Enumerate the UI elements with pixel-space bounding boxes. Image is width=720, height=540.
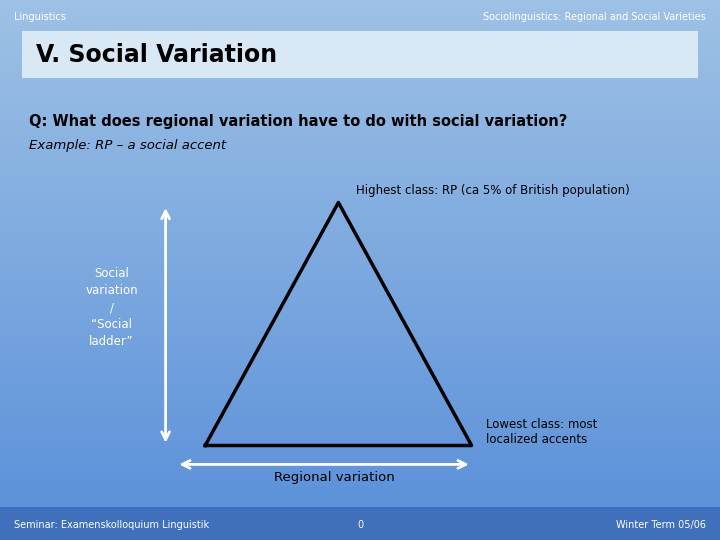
Text: Seminar: Examenskolloquium Linguistik: Seminar: Examenskolloquium Linguistik (14, 520, 210, 530)
Text: Social
variation
/
“Social
ladder”: Social variation / “Social ladder” (85, 267, 138, 348)
Text: Lowest class: most
localized accents: Lowest class: most localized accents (486, 418, 598, 446)
Text: Highest class: RP (ca 5% of British population): Highest class: RP (ca 5% of British popu… (356, 184, 630, 197)
Text: Example: RP – a social accent: Example: RP – a social accent (29, 139, 226, 152)
Text: Linguistics: Linguistics (14, 12, 66, 22)
Text: Regional variation: Regional variation (274, 471, 395, 484)
Text: Q: What does regional variation have to do with social variation?: Q: What does regional variation have to … (29, 114, 567, 129)
Text: Winter Term 05/06: Winter Term 05/06 (616, 520, 706, 530)
Bar (22, 31, 698, 78)
Text: 0: 0 (357, 520, 363, 530)
Bar (0, 507, 720, 540)
Text: Sociolinguistics: Regional and Social Varieties: Sociolinguistics: Regional and Social Va… (483, 12, 706, 22)
Text: V. Social Variation: V. Social Variation (36, 43, 277, 66)
